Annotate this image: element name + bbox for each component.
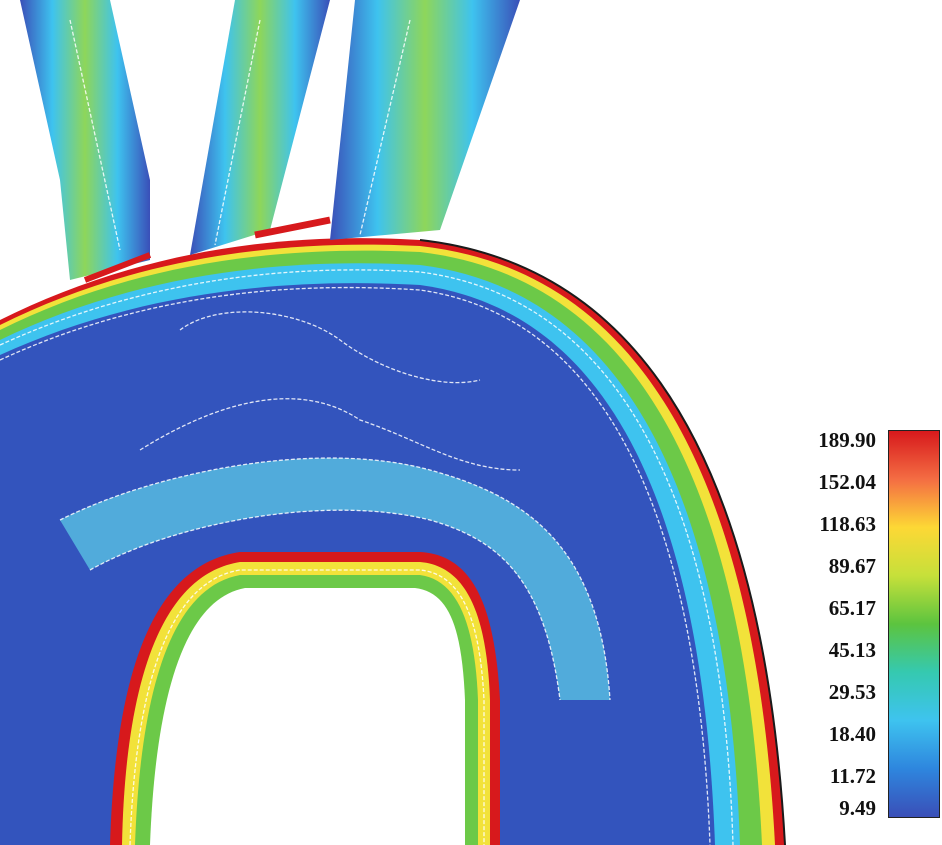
- branch-wall-red: [254, 216, 331, 239]
- colorbar-tick-label: 18.40: [828, 722, 876, 746]
- colorbar-tick-label: 89.67: [828, 554, 876, 578]
- colorbar-tick-label: 118.63: [819, 512, 876, 536]
- colorbar-tick-label: 65.17: [828, 596, 876, 620]
- colorbar: [888, 430, 940, 818]
- branch-vessel-left: [20, 0, 150, 280]
- colorbar-tick-label: 45.13: [828, 638, 876, 662]
- colorbar-tick-label: 11.72: [829, 764, 876, 788]
- branch-vessel-middle: [190, 0, 330, 255]
- colorbar-tick-label: 189.90: [818, 428, 876, 452]
- branch-vessel-right: [330, 0, 520, 240]
- colorbar-tick-label: 152.04: [818, 470, 876, 494]
- colorbar-tick-label: 9.49: [839, 796, 876, 820]
- colorbar-tick-label: 29.53: [828, 680, 876, 704]
- branch-wall-red-2: [83, 252, 152, 283]
- wall-shadow-edge: [419, 239, 786, 845]
- flow-band: [60, 458, 610, 700]
- arch-interior: [150, 588, 465, 845]
- contour-lines: [0, 19, 734, 845]
